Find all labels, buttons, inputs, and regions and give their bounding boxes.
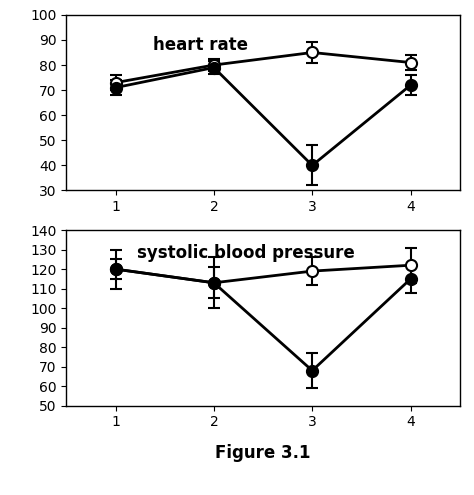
Text: Figure 3.1: Figure 3.1 [215,445,311,462]
Text: systolic blood pressure: systolic blood pressure [137,244,355,262]
Text: heart rate: heart rate [153,36,248,54]
